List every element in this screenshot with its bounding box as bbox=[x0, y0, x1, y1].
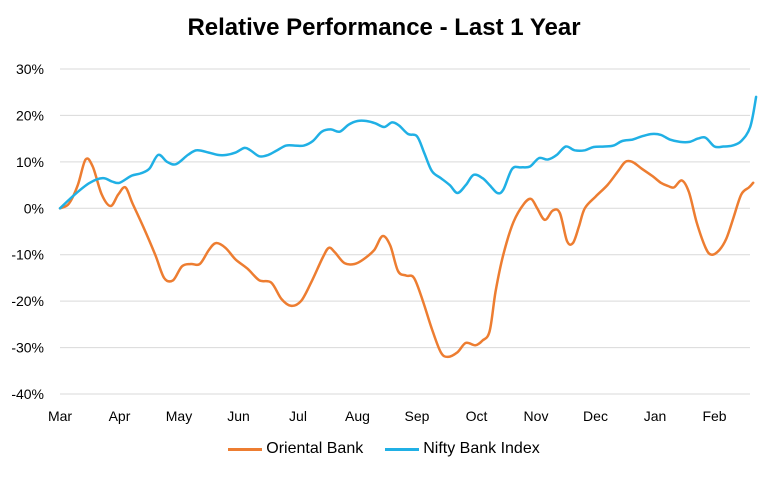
line-chart: 30% 20% 10% 0% -10% -20% -30% -40% Mar Apr May Jun… bbox=[11, 61, 758, 424]
legend-label-oriental-bank: Oriental Bank bbox=[266, 440, 364, 457]
y-tick-label: -10% bbox=[11, 247, 44, 263]
series-line-nifty-bank-index bbox=[58, 95, 758, 210]
y-tick-label: 10% bbox=[16, 154, 44, 170]
y-tick-label: 20% bbox=[16, 107, 44, 123]
x-tick-label: Dec bbox=[583, 408, 608, 424]
x-tick-label: Apr bbox=[109, 408, 131, 424]
gridlines bbox=[60, 68, 750, 395]
x-axis-ticks: Mar Apr May Jun Jul Aug Sep Oct Nov Dec Jan Feb bbox=[48, 408, 727, 424]
x-tick-label: May bbox=[166, 408, 192, 424]
legend-item-nifty-bank-index: Nifty Bank Index bbox=[385, 440, 540, 458]
legend: Oriental Bank Nifty Bank Index bbox=[0, 440, 768, 458]
y-axis-ticks: 30% 20% 10% 0% -10% -20% -30% -40% bbox=[11, 61, 44, 402]
x-tick-label: Nov bbox=[524, 408, 549, 424]
x-tick-label: Jun bbox=[227, 408, 250, 424]
chart-title: Relative Performance - Last 1 Year bbox=[187, 14, 581, 41]
y-tick-label: 0% bbox=[24, 200, 44, 216]
y-tick-label: -20% bbox=[11, 293, 44, 309]
legend-swatch-nifty-bank-index bbox=[385, 447, 420, 451]
legend-item-oriental-bank: Oriental Bank bbox=[228, 440, 363, 458]
x-tick-label: Feb bbox=[702, 408, 726, 424]
series-lines bbox=[58, 95, 758, 359]
legend-label-nifty-bank-index: Nifty Bank Index bbox=[423, 440, 540, 457]
x-tick-label: Jan bbox=[644, 408, 667, 424]
y-tick-label: -40% bbox=[11, 386, 44, 402]
x-tick-label: Oct bbox=[466, 408, 488, 424]
series-line-oriental-bank bbox=[58, 157, 755, 359]
x-tick-label: Sep bbox=[405, 408, 430, 424]
y-tick-label: -30% bbox=[11, 340, 44, 356]
x-tick-label: Jul bbox=[289, 408, 307, 424]
legend-swatch-oriental-bank bbox=[228, 447, 263, 451]
x-tick-label: Mar bbox=[48, 408, 72, 424]
x-tick-label: Aug bbox=[345, 408, 370, 424]
y-tick-label: 30% bbox=[16, 61, 44, 77]
